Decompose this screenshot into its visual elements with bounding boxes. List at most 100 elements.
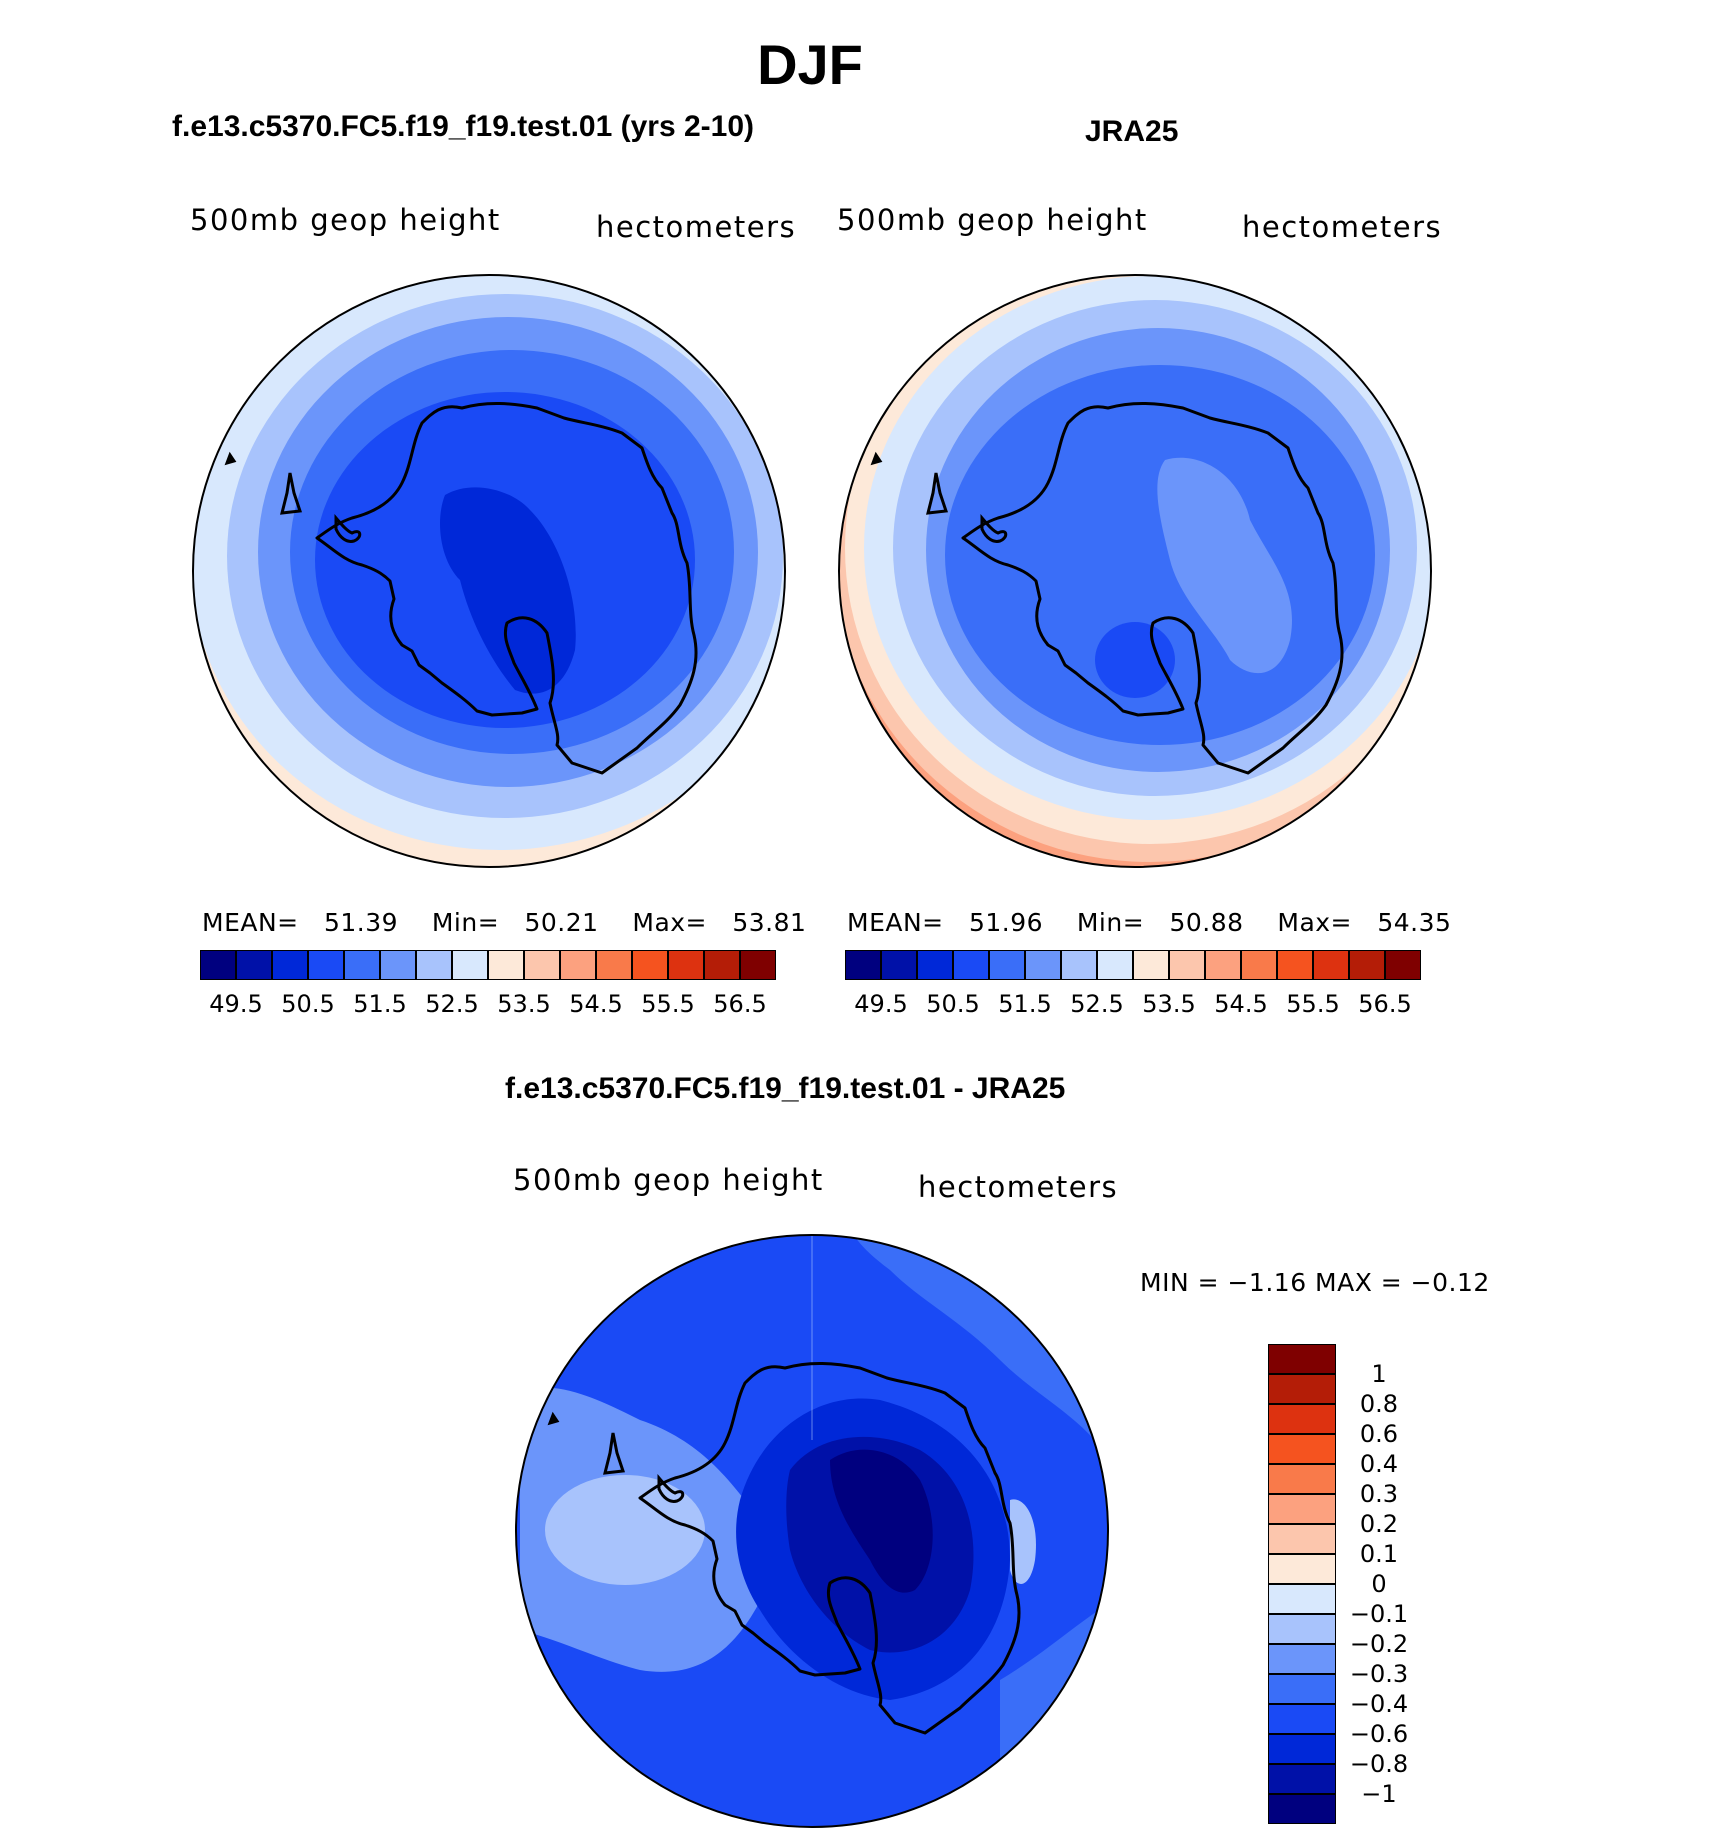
- panel-2-mean-label: MEAN=: [847, 908, 944, 937]
- panel-3-colorbar-tick-label: −0.1: [1349, 1600, 1409, 1628]
- panel-2-colorbar-swatch: [881, 950, 917, 980]
- panel-1-colorbar-swatch: [524, 950, 560, 980]
- panel-3-colorbar-tick-label: −0.6: [1349, 1720, 1409, 1748]
- panel-1-colorbar-swatch: [416, 950, 452, 980]
- panel-1-mean-value: 51.39: [323, 908, 399, 937]
- panel-3-colorbar-tick-label: −1: [1361, 1780, 1397, 1808]
- panel-1-colorbar-swatch: [668, 950, 704, 980]
- figure-title: DJF: [757, 33, 863, 96]
- panel-2-colorbar-swatch: [1205, 950, 1241, 980]
- panel-1-colorbar-swatch: [560, 950, 596, 980]
- panel-2-colorbar-swatch: [1133, 950, 1169, 980]
- panel-3-variable-label: 500mb geop height: [513, 1163, 824, 1197]
- panel-1-colorbar-tick-label: 49.5: [209, 990, 263, 1018]
- panel-2-colorbar-swatch: [845, 950, 881, 980]
- panel-3-colorbar-tick-label: −0.2: [1349, 1630, 1409, 1658]
- panel-2-colorbar-swatch: [1313, 950, 1349, 980]
- panel-1-colorbar-tick-label: 55.5: [641, 990, 695, 1018]
- panel-2-colorbar-tick-label: 51.5: [998, 990, 1052, 1018]
- panel-2-colorbar-swatch: [1025, 950, 1061, 980]
- panel-2-colorbar-ticks: 49.5 50.5 51.5 52.5 53.5 54.5 55.5 56.5: [845, 990, 1421, 1020]
- panel-2-colorbar-swatch: [953, 950, 989, 980]
- panel-1-stats: MEAN= 51.39 Min= 50.21 Max= 53.81: [202, 908, 806, 937]
- panel-1-min-label: Min=: [431, 908, 500, 937]
- panel-2-colorbar-swatch: [1349, 950, 1385, 980]
- panel-1-colorbar-swatch: [740, 950, 776, 980]
- panel-3-colorbar-swatch: [1268, 1554, 1336, 1584]
- panel-1-colorbar-swatch: [236, 950, 272, 980]
- panel-2-max-label: Max=: [1277, 908, 1353, 937]
- panel-1-map-border: [192, 274, 786, 868]
- panel-3-colorbar-swatch: [1268, 1404, 1336, 1434]
- panel-2-colorbar-tick-label: 52.5: [1070, 990, 1124, 1018]
- panel-1-max-value: 53.81: [732, 908, 807, 937]
- panel-1-title: f.e13.c5370.FC5.f19_f19.test.01 (yrs 2-1…: [172, 110, 755, 143]
- panel-1-units-label: hectometers: [596, 210, 797, 244]
- panel-2-colorbar-swatch: [1061, 950, 1097, 980]
- panel-1-colorbar-tick-label: 56.5: [713, 990, 767, 1018]
- panel-3-colorbar-tick-label: 0: [1371, 1570, 1387, 1598]
- panel-1-colorbar-swatch: [344, 950, 380, 980]
- panel-2-units-label: hectometers: [1242, 210, 1443, 244]
- panel-3-colorbar-tick-label: 0.4: [1359, 1450, 1399, 1478]
- panel-1-map: [193, 275, 785, 867]
- panel-3-colorbar-tick-label: 0.6: [1359, 1420, 1399, 1448]
- panel-3-colorbar-swatch: [1268, 1584, 1336, 1614]
- panel-3-units-label: hectometers: [918, 1170, 1119, 1204]
- panel-3-colorbar-tick-label: −0.8: [1349, 1750, 1409, 1778]
- panel-2-colorbar-tick-label: 49.5: [854, 990, 908, 1018]
- panel-1-colorbar-swatch: [488, 950, 524, 980]
- panel-2-title: JRA25: [1085, 115, 1179, 148]
- panel-2-min-label: Min=: [1076, 908, 1145, 937]
- panel-2-stats: MEAN= 51.96 Min= 50.88 Max= 54.35: [847, 908, 1451, 937]
- panel-2-colorbar-tick-label: 50.5: [926, 990, 980, 1018]
- panel-1-colorbar-swatch: [704, 950, 740, 980]
- panel-2-colorbar-tick-label: 54.5: [1214, 990, 1268, 1018]
- panel-3-colorbar-tick-label: 0.1: [1359, 1540, 1399, 1568]
- panel-1-colorbar-swatch: [632, 950, 668, 980]
- panel-3-colorbar-tick-label: 1: [1371, 1360, 1387, 1388]
- panel-2-min-value: 50.88: [1169, 908, 1244, 937]
- panel-1-colorbar-swatch: [452, 950, 488, 980]
- panel-3-colorbar-tick-label: −0.4: [1349, 1690, 1409, 1718]
- panel-2-colorbar-tick-label: 56.5: [1358, 990, 1412, 1018]
- panel-2-colorbar-swatch: [1385, 950, 1421, 980]
- panel-3-colorbar-swatch: [1268, 1734, 1336, 1764]
- panel-3-colorbar-swatch: [1268, 1614, 1336, 1644]
- panel-3-map-border: [515, 1234, 1109, 1828]
- panel-1-variable-label: 500mb geop height: [190, 203, 501, 237]
- panel-2-colorbar-swatch: [1169, 950, 1205, 980]
- panel-3-colorbar-tick-label: 0.8: [1359, 1390, 1399, 1418]
- panel-1-max-label: Max=: [632, 908, 708, 937]
- panel-2-colorbar: [845, 950, 1421, 980]
- panel-3-colorbar-swatch: [1268, 1374, 1336, 1404]
- panel-2-max-value: 54.35: [1377, 908, 1452, 937]
- panel-3-colorbar-swatch: [1268, 1764, 1336, 1794]
- panel-1-colorbar-swatch: [380, 950, 416, 980]
- panel-2-variable-label: 500mb geop height: [837, 203, 1148, 237]
- panel-2-mean-value: 51.96: [968, 908, 1044, 937]
- panel-2-colorbar-tick-label: 55.5: [1286, 990, 1340, 1018]
- panel-2-colorbar-swatch: [1241, 950, 1277, 980]
- panel-2-colorbar-tick-label: 53.5: [1142, 990, 1196, 1018]
- panel-1-colorbar-tick-label: 50.5: [281, 990, 335, 1018]
- panel-2-map: [839, 275, 1431, 867]
- panel-3-title: f.e13.c5370.FC5.f19_f19.test.01 - JRA25: [505, 1072, 1066, 1105]
- panel-3-colorbar-swatch: [1268, 1704, 1336, 1734]
- panel-1-colorbar: [200, 950, 776, 980]
- panel-1-colorbar-ticks: 49.5 50.5 51.5 52.5 53.5 54.5 55.5 56.5: [200, 990, 776, 1020]
- panel-3-colorbar-tick-label: −0.3: [1349, 1660, 1409, 1688]
- panel-3-colorbar: [1268, 1344, 1336, 1824]
- panel-1-colorbar-tick-label: 51.5: [353, 990, 407, 1018]
- panel-1-colorbar-swatch: [200, 950, 236, 980]
- panel-2-colorbar-swatch: [1097, 950, 1133, 980]
- panel-1-colorbar-tick-label: 54.5: [569, 990, 623, 1018]
- panel-2-map-border: [838, 274, 1432, 868]
- panel-3-colorbar-swatch: [1268, 1344, 1336, 1374]
- panel-2-colorbar-swatch: [917, 950, 953, 980]
- panel-3-colorbar-tick-label: 0.3: [1359, 1480, 1399, 1508]
- panel-3-stats: MIN = −1.16 MAX = −0.12: [1140, 1268, 1490, 1297]
- panel-2-colorbar-swatch: [989, 950, 1025, 980]
- panel-1-colorbar-swatch: [596, 950, 632, 980]
